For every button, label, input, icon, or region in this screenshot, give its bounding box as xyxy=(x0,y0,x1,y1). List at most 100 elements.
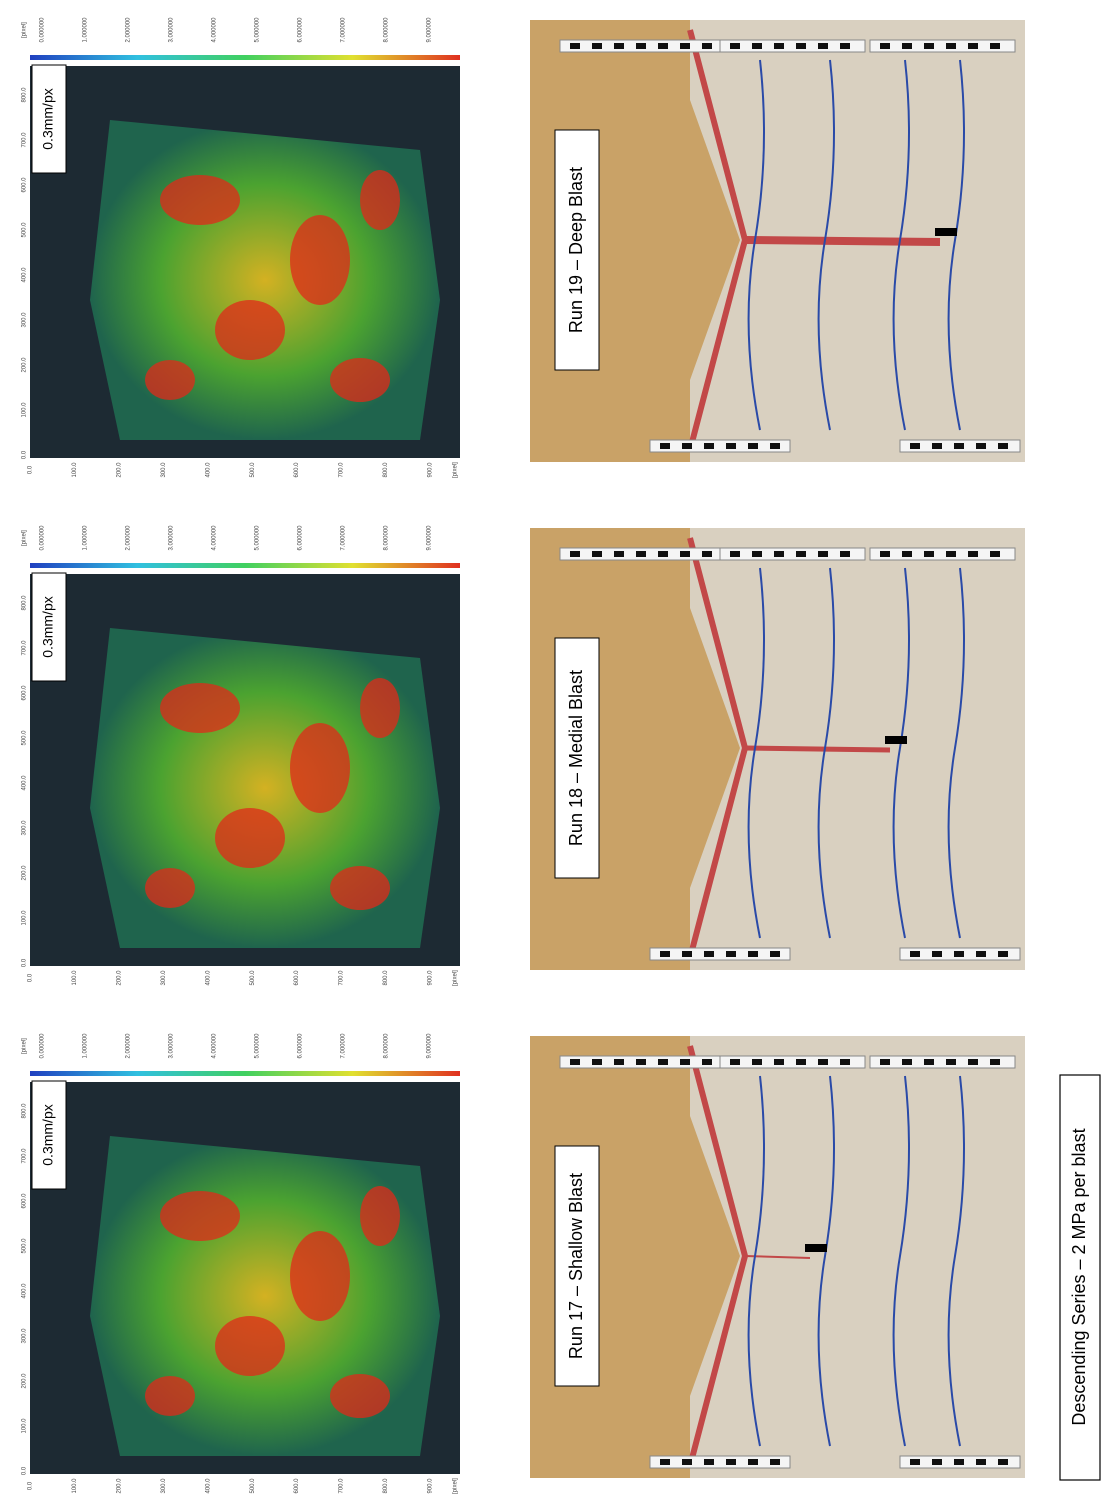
high-velocity xyxy=(215,1316,285,1376)
axis-tick-label: 600.0 xyxy=(294,462,300,478)
scale-tick xyxy=(932,951,942,957)
colorbar xyxy=(30,563,460,568)
scale-bar xyxy=(650,440,790,452)
scale-tick xyxy=(702,551,712,557)
axis-tick-label: 100.0 xyxy=(22,402,28,418)
scale-tick xyxy=(910,951,920,957)
scale-tick xyxy=(748,443,758,449)
scale-bar xyxy=(650,1456,790,1468)
scale-tick xyxy=(752,1059,762,1065)
colorbar-tick-label: 4.000000 xyxy=(212,525,218,551)
scale-tick xyxy=(954,951,964,957)
scale-tick xyxy=(680,43,690,49)
scale-tick xyxy=(976,1459,986,1465)
scale-tick xyxy=(902,1059,912,1065)
scale-tick xyxy=(880,43,890,49)
axis-tick-label: 0.0 xyxy=(22,958,28,967)
high-velocity xyxy=(160,1191,240,1241)
high-velocity xyxy=(360,1186,400,1246)
scale-tick xyxy=(954,443,964,449)
scale-tick xyxy=(682,443,692,449)
axis-tick-label: 500.0 xyxy=(250,1478,256,1494)
colorbar-tick-label: 3.000000 xyxy=(169,17,175,43)
axis-tick-label: 300.0 xyxy=(161,970,167,986)
scale-tick xyxy=(774,1059,784,1065)
colorbar-tick-label: 2.000000 xyxy=(126,1033,132,1059)
scale-tick xyxy=(592,551,602,557)
axis-tick-label: 400.0 xyxy=(205,462,211,478)
axis-tick-label: 600.0 xyxy=(22,1193,28,1209)
high-velocity xyxy=(160,683,240,733)
scale-tick xyxy=(660,443,670,449)
colorbar-tick-label: 1.000000 xyxy=(83,17,89,43)
axis-tick-label: 900.0 xyxy=(428,970,434,986)
axis-tick-label: 700.0 xyxy=(22,132,28,148)
scale-tick xyxy=(818,1059,828,1065)
axis-tick-label: 200.0 xyxy=(116,462,122,478)
high-velocity xyxy=(215,808,285,868)
colorbar-tick-label: 2.000000 xyxy=(126,17,132,43)
scale-tick xyxy=(702,43,712,49)
axis-tick-label: 300.0 xyxy=(22,312,28,328)
axis-tick-label: 300.0 xyxy=(22,1328,28,1344)
axis-tick-label: 200.0 xyxy=(22,865,28,881)
axis-tick-label: 400.0 xyxy=(205,970,211,986)
axis-tick-label: 400.0 xyxy=(22,775,28,791)
scale-tick xyxy=(660,951,670,957)
colorbar-tick-label: 0.000000 xyxy=(40,1033,46,1059)
scale-tick xyxy=(924,1059,934,1065)
scale-tick xyxy=(998,443,1008,449)
scale-tick xyxy=(682,951,692,957)
axis-tick-label: 600.0 xyxy=(294,1478,300,1494)
axis-tick-label: 200.0 xyxy=(22,357,28,373)
scale-tick xyxy=(924,43,934,49)
colorbar-tick-label: 0.000000 xyxy=(40,525,46,551)
axis-tick-label: 300.0 xyxy=(22,820,28,836)
scale-tick xyxy=(902,551,912,557)
scale-tick xyxy=(748,1459,758,1465)
axis-tick-label: 300.0 xyxy=(161,462,167,478)
scale-tick xyxy=(924,551,934,557)
axis-tick-label: 600.0 xyxy=(294,970,300,986)
colorbar-tick-label: 3.000000 xyxy=(169,1033,175,1059)
charge xyxy=(885,736,907,744)
colorbar-tick-label: 9.000000 xyxy=(427,17,433,43)
high-velocity xyxy=(145,868,195,908)
blast-trace xyxy=(745,748,890,750)
scale-tick xyxy=(946,43,956,49)
scale-tick xyxy=(570,43,580,49)
scale-tick xyxy=(796,1059,806,1065)
axis-tick-label: 800.0 xyxy=(383,970,389,986)
photo: Run 18 – Medial Blast xyxy=(530,528,1025,970)
axis-unit: [pixel] xyxy=(453,970,459,986)
axis-tick-label: 700.0 xyxy=(22,1148,28,1164)
axis-tick-label: 400.0 xyxy=(205,1478,211,1494)
axis-tick-label: 500.0 xyxy=(250,462,256,478)
axis-tick-label: 800.0 xyxy=(383,1478,389,1494)
scale-tick xyxy=(932,443,942,449)
axis-tick-label: 800.0 xyxy=(22,87,28,103)
piv-plot: 0.0000001.0000002.0000003.0000004.000000… xyxy=(22,525,460,986)
scale-tick xyxy=(796,43,806,49)
scale-tick xyxy=(818,551,828,557)
scale-tick xyxy=(680,1059,690,1065)
charge xyxy=(935,228,957,236)
high-velocity xyxy=(160,175,240,225)
velocity-field xyxy=(90,628,440,948)
axis-tick-label: 500.0 xyxy=(250,970,256,986)
scale-tick xyxy=(818,43,828,49)
scale-tick xyxy=(998,951,1008,957)
scale-tick xyxy=(902,43,912,49)
scale-label: 0.3mm/px xyxy=(40,88,56,149)
axis-tick-label: 0.0 xyxy=(22,450,28,459)
axis-tick-label: 200.0 xyxy=(22,1373,28,1389)
scale-tick xyxy=(726,951,736,957)
axis-unit: [pixel] xyxy=(453,462,459,478)
scale-tick xyxy=(752,551,762,557)
scale-tick xyxy=(990,1059,1000,1065)
colorbar-tick-label: 7.000000 xyxy=(341,525,347,551)
scale-tick xyxy=(702,1059,712,1065)
caption: Descending Series – 2 MPa per blast xyxy=(1069,1128,1089,1425)
scale-tick xyxy=(614,1059,624,1065)
